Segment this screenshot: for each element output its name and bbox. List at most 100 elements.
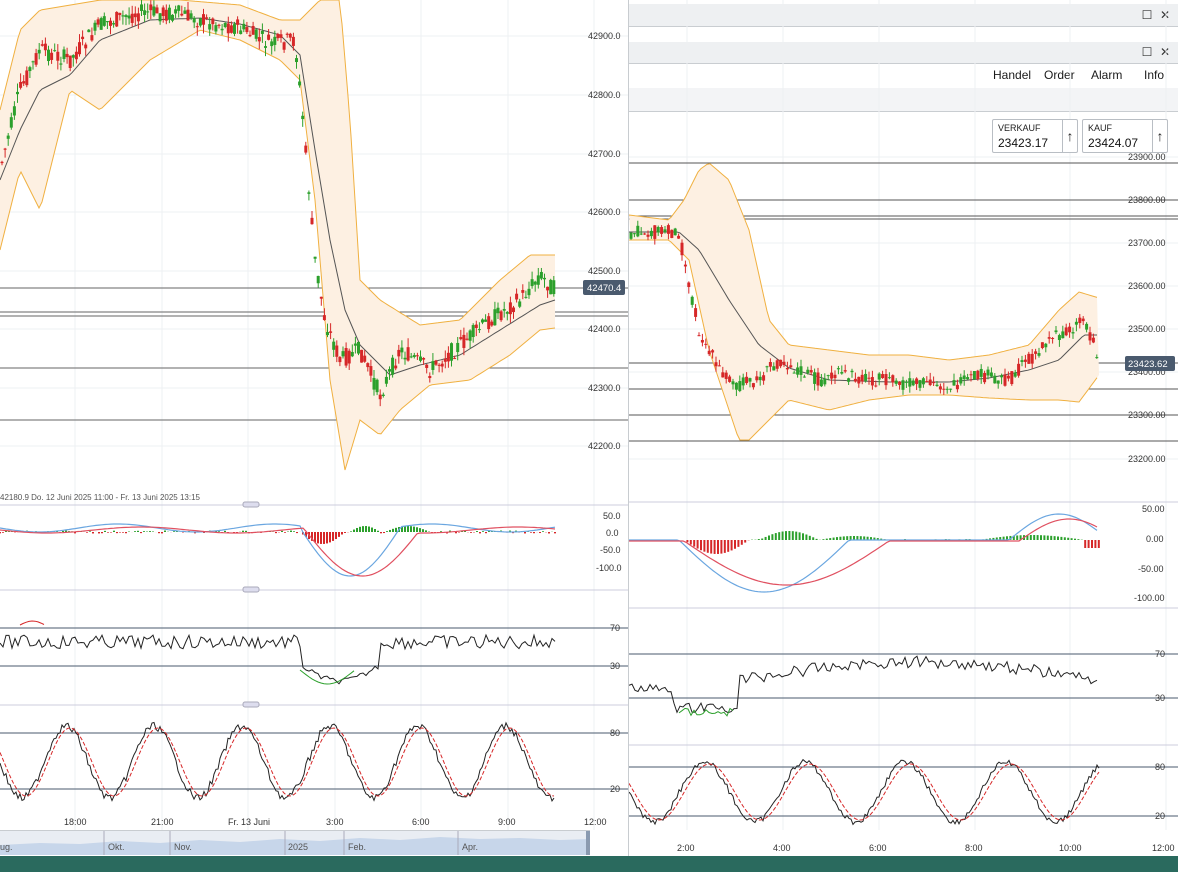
macd-bar: [774, 533, 777, 540]
candle-body: [400, 347, 404, 353]
macd-bar: [89, 531, 91, 532]
candle-body: [37, 49, 41, 54]
macd-bar: [700, 540, 702, 551]
macd-bar: [1012, 535, 1015, 540]
time-navigator[interactable]: ug. Okt. Nov. 2025 Feb. Apr.: [0, 830, 590, 855]
candle-body: [233, 24, 236, 34]
candle-body: [512, 307, 515, 313]
candle-body: [74, 51, 78, 60]
macd-bar: [1009, 535, 1012, 540]
sell-button[interactable]: VERKAUF 23423.17 ↑: [992, 119, 1078, 153]
candle-body: [316, 275, 320, 284]
pane-resize-handle[interactable]: [242, 586, 260, 593]
maximize-icon[interactable]: ☐: [1141, 45, 1153, 59]
right-chart-window[interactable]: ☐ ✕ ☐ ✕ Handel Order Alarm Info 23900.00: [629, 0, 1178, 856]
macd-signal-line: [629, 518, 1098, 586]
price-tick: 23500.00: [1128, 324, 1166, 334]
macd-bar: [1097, 540, 1100, 548]
candle-body: [87, 29, 91, 33]
macd-bar: [485, 532, 487, 534]
macd-bar: [296, 532, 298, 534]
candle-body: [180, 13, 184, 16]
candle-body: [1010, 371, 1014, 385]
left-chart-window[interactable]: 42900.0 42800.0 42700.0 42600.0 42500.0 …: [0, 0, 629, 856]
candle-body: [508, 302, 512, 315]
macd-bar: [449, 530, 451, 532]
macd-bar: [1063, 537, 1066, 540]
candle-body: [1006, 375, 1010, 379]
pane-resize-handle[interactable]: [242, 701, 260, 708]
candle-body: [468, 330, 472, 341]
macd-bar: [880, 538, 883, 540]
candle-body: [366, 363, 370, 368]
candle-body: [515, 293, 519, 300]
candle-body: [955, 384, 959, 390]
right-chart-canvas[interactable]: 23900.00 23800.00 23700.00 23600.00 2350…: [629, 0, 1178, 856]
macd-bar: [761, 538, 764, 540]
macd-bar: [730, 540, 733, 551]
candle-body: [276, 33, 280, 39]
macd-bar: [542, 531, 544, 532]
candle-body: [741, 377, 745, 386]
candle-body: [836, 368, 840, 370]
macd-bar: [365, 526, 367, 532]
candle-body: [65, 53, 69, 58]
candle-body: [9, 117, 13, 128]
candle-body: [127, 15, 131, 19]
macd-bar: [530, 532, 532, 533]
candle-body: [518, 301, 522, 307]
candle-body: [1023, 359, 1027, 362]
candle-body: [1071, 332, 1075, 334]
menu-info[interactable]: Info: [1144, 68, 1165, 82]
candle-body: [908, 378, 912, 387]
macd-bar: [368, 526, 370, 532]
navigator-label: ug.: [0, 842, 13, 852]
candle-body: [81, 36, 85, 40]
candle-body: [344, 348, 348, 366]
macd-bar: [383, 532, 385, 534]
buy-button[interactable]: KAUF 23424.07 ↑: [1082, 119, 1168, 153]
pane-resize-handle[interactable]: [242, 501, 260, 508]
left-chart-canvas[interactable]: 42900.0 42800.0 42700.0 42600.0 42500.0 …: [0, 0, 628, 856]
menu-handel[interactable]: Handel: [993, 68, 1032, 82]
candle-body: [412, 355, 416, 358]
candle-body: [251, 25, 255, 35]
macd-bar: [134, 531, 136, 532]
candle-body: [972, 371, 976, 380]
candle-body: [335, 345, 339, 357]
macd-bar: [995, 537, 998, 540]
candle-body: [704, 343, 708, 345]
candle-body: [332, 341, 336, 350]
stoch-tick: 20: [1155, 811, 1165, 821]
macd-bar: [164, 530, 166, 532]
menu-order[interactable]: Order: [1044, 68, 1075, 82]
macd-bar: [401, 526, 403, 532]
candle-body: [840, 372, 844, 374]
navigator-label: Apr.: [462, 842, 479, 852]
candle-body: [291, 36, 295, 46]
close-icon[interactable]: ✕: [1159, 45, 1171, 59]
macd-bar: [1094, 540, 1097, 548]
navigator-handle[interactable]: [586, 831, 590, 855]
macd-bar: [539, 532, 541, 534]
macd-bar: [802, 533, 804, 540]
candle-body: [942, 388, 946, 390]
candle-body: [850, 370, 854, 373]
menu-alarm[interactable]: Alarm: [1091, 68, 1123, 82]
candle-body: [239, 30, 243, 35]
window-titlebar[interactable]: ☐ ✕: [629, 4, 1178, 27]
candle-body: [388, 369, 391, 372]
macd-bar: [999, 537, 1002, 540]
macd-bar: [863, 536, 866, 540]
chart-titlebar[interactable]: ☐ ✕: [629, 42, 1178, 64]
candle-body: [853, 378, 857, 382]
maximize-icon[interactable]: ☐: [1141, 8, 1153, 22]
macd-bar: [832, 537, 835, 540]
macd-bar: [1074, 538, 1076, 540]
candle-body: [857, 376, 861, 384]
close-icon[interactable]: ✕: [1159, 8, 1171, 22]
candle-body: [925, 381, 929, 383]
candle-body: [714, 362, 718, 367]
candle-body: [471, 325, 475, 338]
candle-body: [921, 378, 925, 385]
